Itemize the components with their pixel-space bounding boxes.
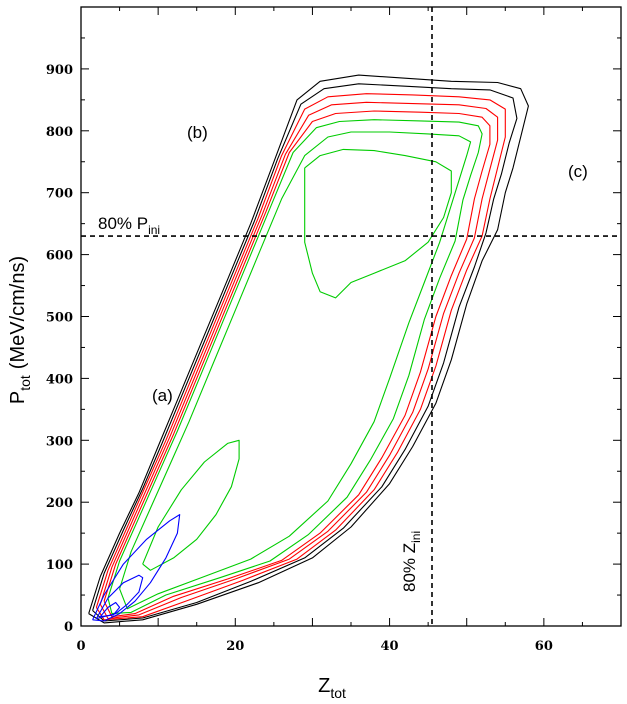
- contour-core-11: [99, 601, 121, 618]
- contour-core-9: [92, 514, 181, 622]
- y-tick-label: 200: [46, 496, 73, 511]
- contour-outer-0: [88, 74, 529, 624]
- y-tick-label: 800: [46, 125, 73, 140]
- tick-labels: 0 100 200 300 400 500 600 700 800 900 0 20 40 60: [46, 63, 553, 654]
- reference-lines: [81, 7, 621, 626]
- x-tick-label: 40: [381, 639, 399, 654]
- contour-core-10: [95, 574, 144, 620]
- x-tick-label: 20: [226, 639, 244, 654]
- contour-lines: [88, 74, 529, 624]
- annotation-c: (c): [568, 162, 588, 181]
- x-tick-label: 60: [535, 639, 553, 654]
- ref-label-horizontal: 80% Pini: [98, 214, 160, 237]
- ref-label-vertical: 80% Zini: [400, 531, 423, 592]
- contour-middle-3: [99, 101, 499, 620]
- y-tick-label: 700: [46, 187, 73, 202]
- y-tick-label: 0: [64, 620, 73, 635]
- x-axis-label: Ztot: [318, 675, 346, 701]
- contour-inner-5: [107, 119, 483, 615]
- y-tick-label: 300: [46, 434, 73, 449]
- contour-middle-2: [95, 93, 506, 621]
- y-tick-label: 600: [46, 249, 73, 264]
- x-tick-label: 0: [76, 639, 85, 654]
- contour-middle-4: [103, 110, 491, 618]
- annotation-a: (a): [152, 386, 173, 405]
- contour-inner-7: [304, 148, 452, 299]
- plot-frame: [80, 6, 622, 627]
- y-tick-label: 100: [46, 558, 73, 573]
- axis-ticks: [80, 6, 622, 627]
- contour-inner-8: [142, 439, 240, 571]
- y-axis-label: Ptot(MeV/cm/ns): [7, 256, 33, 404]
- y-tick-label: 900: [46, 63, 73, 78]
- contour-outer-1: [92, 83, 518, 622]
- contour-inner-6: [119, 131, 472, 610]
- annotation-b: (b): [187, 123, 208, 142]
- y-tick-label: 400: [46, 372, 73, 387]
- y-tick-label: 500: [46, 311, 73, 326]
